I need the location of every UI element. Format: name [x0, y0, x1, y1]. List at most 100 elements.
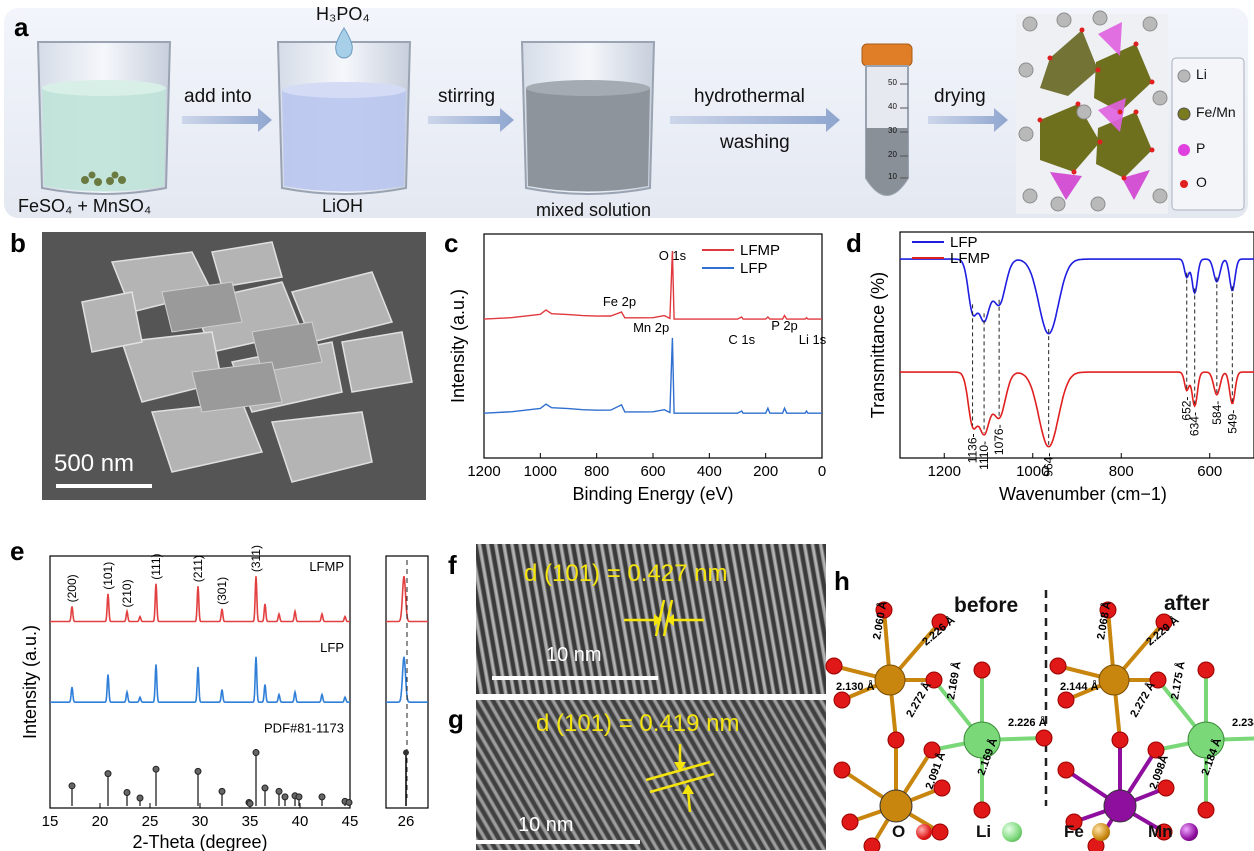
h-legend-mn-ball: [1180, 823, 1198, 841]
h-legend-fe-label: Fe: [1064, 822, 1084, 841]
before-atom-o: [933, 779, 951, 797]
chart-d-peak-label: 634-: [1188, 412, 1202, 436]
beaker2-label: LiOH: [322, 196, 364, 216]
chart-e-hkl-label: (301): [215, 577, 229, 605]
chart-d-peak-label: 584-: [1210, 401, 1224, 425]
before-atom-o: [1035, 729, 1053, 747]
legend-o-swatch: [1180, 180, 1188, 188]
chart-e-reference-marker: [152, 765, 160, 773]
chart-e-reference-marker: [318, 793, 326, 801]
chart-d-peak-label: 1110-: [977, 441, 991, 470]
chart-d-peak-label: 549-: [1225, 410, 1239, 434]
h-legend-li-label: Li: [976, 822, 992, 841]
chart-d-xtick-label: 1200: [928, 463, 961, 480]
before-atom-o: [973, 801, 991, 819]
chart-e-inset-frame: [385, 555, 429, 809]
chart-d-xtick-label: 800: [1109, 463, 1134, 480]
before-atom-o: [973, 661, 991, 679]
step-hydrothermal: hydrothermal: [694, 86, 805, 107]
chart-c-series-lfmp: [483, 250, 822, 320]
panel-letter-h: h: [834, 566, 850, 596]
chart-d-legend-lfp: LFP: [950, 234, 978, 251]
chart-e-series-label-lfp: LFP: [320, 640, 344, 655]
chart-c-annotation: O 1s: [659, 248, 687, 263]
tube-tick-20: 20: [888, 150, 897, 159]
before-atom-li: [963, 721, 1001, 759]
crystal-structure-lfmp: [1016, 10, 1168, 214]
before-atom-o: [863, 837, 881, 851]
hrtem-f-scalebar: [492, 676, 658, 680]
tube-tick-30: 30: [888, 126, 897, 135]
chart-c-annotation: Fe 2p: [603, 294, 636, 309]
tube-tick-40: 40: [888, 102, 897, 111]
legend-femn-swatch: [1177, 107, 1191, 121]
h-legend-o-ball: [916, 824, 932, 840]
after-atom-o: [1111, 731, 1129, 749]
before-atom-o: [841, 813, 859, 831]
sem-scalebar: [56, 484, 152, 488]
beaker-lioh: [276, 27, 412, 195]
chart-e-reference-marker: [123, 788, 131, 796]
panel-h-structures: 2.060 Å 2.226 Å2.130 Å 2.272 Å 2.169 Å2.226…: [825, 590, 1254, 851]
before-atom-o: [825, 657, 843, 675]
chart-e-xtick-label: 30: [192, 813, 209, 830]
after-atom-o: [1065, 813, 1083, 831]
tube-tick-10: 10: [888, 172, 897, 181]
chart-c-annotation: C 1s: [728, 332, 755, 347]
hrtem-g-scalebar: [476, 840, 640, 844]
chart-c-legend-lfp: LFP: [740, 260, 768, 277]
chart-e-hkl-label: (210): [120, 579, 134, 607]
after-atom-o: [1099, 601, 1117, 619]
chart-e-reference-marker: [218, 787, 226, 795]
step-washing: washing: [720, 132, 790, 153]
chart-e-xtick-label: 45: [342, 813, 359, 830]
legend-o-label: O: [1196, 174, 1207, 190]
chart-c-frame: [483, 233, 823, 459]
chart-c-annotation: P 2p: [771, 318, 798, 333]
chart-c-xtick-label: 400: [697, 463, 722, 480]
chart-c-xtick-label: 1000: [524, 463, 557, 480]
beaker2-top-label: H₃PO₄: [316, 4, 370, 24]
chart-e-ylabel: Intensity (a.u.): [20, 625, 40, 739]
tube-tick-50: 50: [888, 78, 897, 87]
after-atom-o: [1147, 741, 1165, 759]
chart-c-annotation: Mn 2p: [633, 320, 669, 335]
chart-e-reference-marker: [246, 800, 254, 808]
chart-d-peak-label: 964-: [1042, 453, 1056, 477]
after-atom-o: [1057, 761, 1075, 779]
chart-d-series-lfp: [900, 258, 1254, 335]
chart-e-xtick-label: 15: [42, 813, 59, 830]
after-atom-o: [1157, 779, 1175, 797]
chart-c-xtick-label: 1200: [467, 463, 500, 480]
panel-letter-d: d: [846, 228, 862, 258]
chart-c-xtick-label: 800: [584, 463, 609, 480]
chart-d-ftir: 1200 1000 800 600 Wavenumber (cm−1) Transmitt…: [868, 231, 1254, 504]
hrtem-g-image: d (101) = 0.419 nm 10 nm: [476, 700, 826, 850]
chart-d-legend-lfmp: LFMP: [950, 250, 990, 267]
legend-p-swatch: [1178, 144, 1190, 156]
before-atom-o: [925, 671, 943, 689]
chart-c-series-lfp: [483, 337, 822, 414]
panel-a-illustration: [36, 10, 1245, 214]
legend-p-label: P: [1196, 140, 1206, 156]
hrtem-g-dspacing: d (101) = 0.419 nm: [536, 710, 740, 737]
after-atom-o: [1057, 691, 1075, 709]
after-bond-length: 2.175 Å: [1168, 660, 1188, 700]
chart-c-ylabel: Intensity (a.u.): [448, 289, 468, 403]
process-arrows: [182, 108, 1008, 132]
beaker3-label: mixed solution: [536, 200, 652, 220]
chart-e-inset-tick-label: 26: [398, 813, 415, 830]
after-atom-o: [1197, 661, 1215, 679]
after-bond-length: 2.234 Å: [1232, 716, 1254, 729]
hrtem-f-scalebar-label: 10 nm: [546, 644, 602, 666]
sem-image: 500 nm: [42, 232, 426, 500]
chart-d-xtick-label: 600: [1197, 463, 1222, 480]
h-legend-mn-label: Mn: [1148, 822, 1173, 841]
chart-e-reference-marker: [275, 787, 283, 795]
before-bond-length: 2.169 Å: [944, 660, 964, 700]
chart-e-xrd: 15 20 25 30 35 40 45 26 2-Theta (degree) Intensit…: [20, 545, 429, 851]
after-bond-length: 2.144 Å: [1060, 680, 1099, 693]
after-atom-li: [1187, 721, 1225, 759]
autoclave-tube: [861, 43, 913, 196]
chart-e-xlabel: 2-Theta (degree): [132, 832, 267, 851]
